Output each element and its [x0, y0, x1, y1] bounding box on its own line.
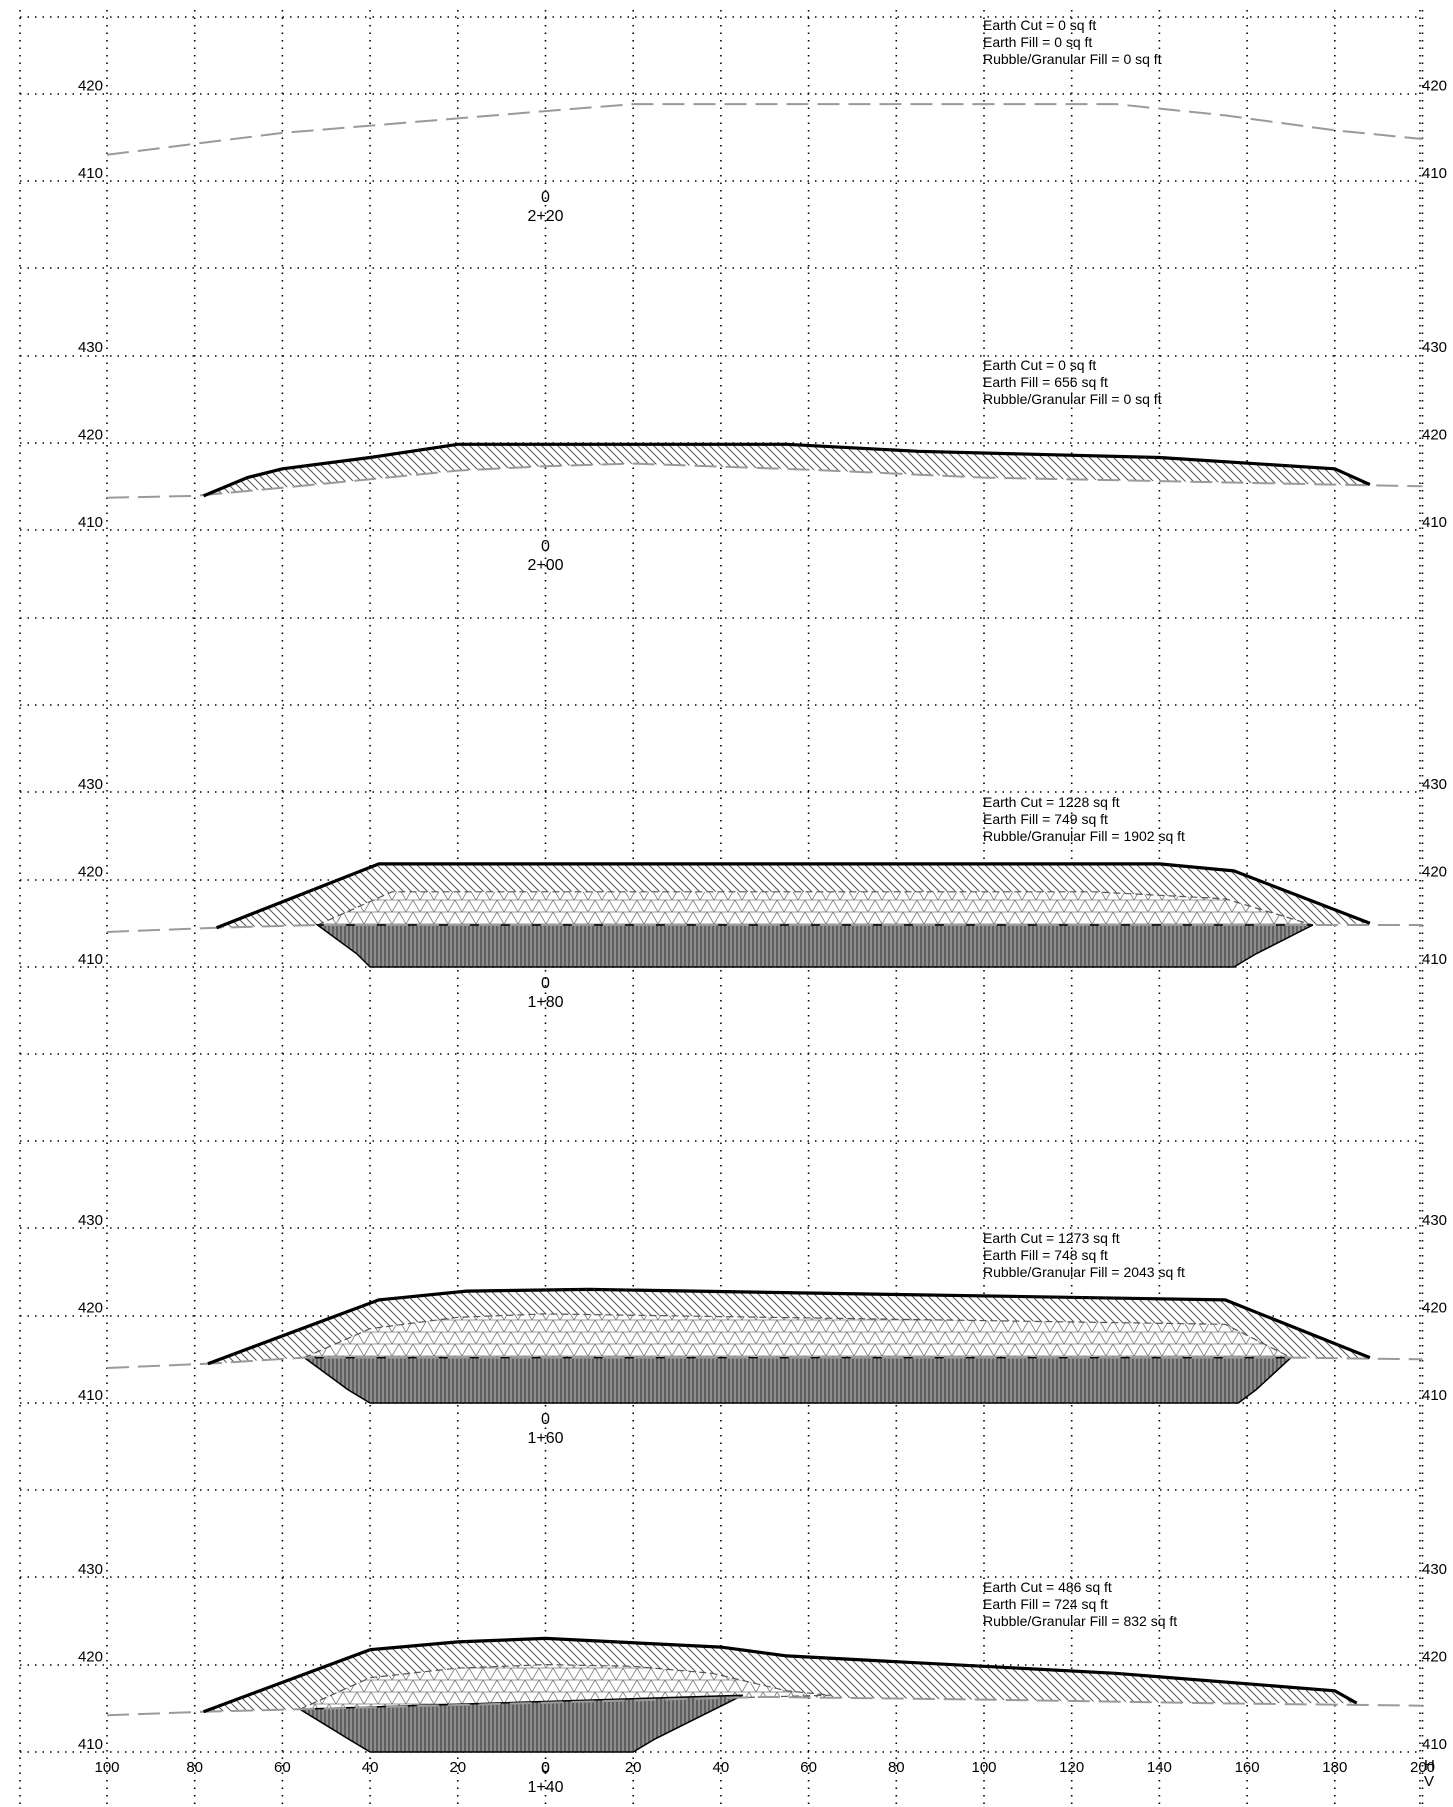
- elevation-label-right: 410: [1422, 1736, 1447, 1753]
- quantity-text: Earth Fill = 748 sq ft: [983, 1247, 1108, 1263]
- elevation-label-left: 420: [78, 1649, 103, 1666]
- offset-tick-label: 140: [1147, 1759, 1172, 1776]
- elevation-label-right: 410: [1422, 165, 1447, 182]
- offset-tick-label: 60: [800, 1759, 817, 1776]
- offset-tick-label: 20: [449, 1759, 466, 1776]
- existing-ground-line: [106, 1356, 1423, 1369]
- offset-tick-label: 200: [1410, 1759, 1435, 1776]
- station-label: 1+80: [527, 994, 563, 1011]
- offset-tick-label: 0: [541, 1759, 549, 1776]
- proposed-surface-line: [207, 1287, 1371, 1366]
- elevation-label-right: 430: [1422, 339, 1447, 356]
- elevation-label-left: 410: [78, 165, 103, 182]
- elevation-label-left: 430: [78, 339, 103, 356]
- elevation-label-right: 410: [1422, 1387, 1447, 1404]
- cross-section-2+00: 430 430 420 420 410 410 0 2+00 Earth Cut = 0 sq …: [78, 339, 1447, 574]
- cross-section-1+60: 430 430 420 420 410 410 0 1+60 Earth Cut = 1273 …: [78, 1212, 1447, 1447]
- quantity-text: Rubble/Granular Fill = 832 sq ft: [983, 1613, 1177, 1629]
- elevation-label-left: 410: [78, 514, 103, 531]
- centerline-label: 0: [541, 538, 550, 555]
- quantity-text: Earth Cut = 0 sq ft: [983, 357, 1096, 373]
- proposed-surface-line: [202, 1636, 1358, 1714]
- quantity-text: Rubble/Granular Fill = 0 sq ft: [983, 51, 1162, 67]
- earth-fill-area: [203, 444, 1370, 496]
- existing-ground-line: [106, 924, 1423, 933]
- centerline-label: 0: [541, 189, 550, 206]
- offset-tick-label: 180: [1322, 1759, 1347, 1776]
- quantity-text: Rubble/Granular Fill = 1902 sq ft: [983, 828, 1185, 844]
- elevation-label-left: 420: [78, 864, 103, 881]
- cross-section-1+40: 430 430 420 420 410 410 0 1+40 Earth Cut = 486 s…: [78, 1561, 1447, 1796]
- offset-tick-label: 120: [1059, 1759, 1084, 1776]
- elevation-label-right: 410: [1422, 951, 1447, 968]
- offset-tick-label: 40: [713, 1759, 730, 1776]
- offset-tick-label: 20: [625, 1759, 642, 1776]
- elevation-label-right: 430: [1422, 776, 1447, 793]
- cross-section-1+80: 430 430 420 420 410 410 0 1+80 Earth Cut = 1228 …: [78, 776, 1447, 1011]
- offset-tick-label: 60: [274, 1759, 291, 1776]
- quantity-text: Earth Fill = 749 sq ft: [983, 811, 1108, 827]
- elevation-label-right: 420: [1422, 78, 1447, 95]
- offset-tick-label: 100: [94, 1759, 119, 1776]
- elevation-label-right: 410: [1422, 514, 1447, 531]
- elevation-label-left: 420: [78, 1300, 103, 1317]
- cross-section-2+20: 420 420 410 410 0 2+20 Earth Cut = 0 sq ftEart…: [78, 17, 1447, 225]
- quantity-text: Earth Cut = 486 sq ft: [983, 1579, 1112, 1595]
- quantity-text: Earth Fill = 0 sq ft: [983, 34, 1092, 50]
- elevation-label-left: 410: [78, 1387, 103, 1404]
- elevation-label-right: 420: [1422, 427, 1447, 444]
- elevation-label-right: 420: [1422, 1649, 1447, 1666]
- earth-cut-area: [315, 924, 1314, 968]
- elevation-label-left: 430: [78, 1212, 103, 1229]
- quantity-text: Earth Cut = 0 sq ft: [983, 17, 1096, 33]
- elevation-label-left: 420: [78, 427, 103, 444]
- station-label: 2+20: [527, 208, 563, 225]
- station-label: 1+40: [527, 1779, 563, 1796]
- proposed-surface-line: [216, 862, 1371, 930]
- quantity-text: Earth Fill = 656 sq ft: [983, 374, 1108, 390]
- offset-tick-label: 80: [888, 1759, 905, 1776]
- offset-tick-label: 40: [362, 1759, 379, 1776]
- elevation-label-right: 430: [1422, 1212, 1447, 1229]
- station-label: 1+60: [527, 1430, 563, 1447]
- quantity-text: Earth Cut = 1228 sq ft: [983, 794, 1120, 810]
- rubble-granular-fill-area: [317, 891, 1314, 926]
- quantity-text: Earth Cut = 1273 sq ft: [983, 1230, 1120, 1246]
- elevation-label-right: 420: [1422, 864, 1447, 881]
- existing-ground-line: [106, 462, 1423, 499]
- existing-ground-line: [106, 103, 1423, 156]
- elevation-label-left: 430: [78, 776, 103, 793]
- centerline-label: 0: [541, 1411, 550, 1428]
- offset-tick-label: 80: [186, 1759, 203, 1776]
- proposed-surface-line: [202, 442, 1371, 498]
- earth-cut-area: [297, 1694, 744, 1753]
- centerline-label: 0: [541, 1760, 550, 1777]
- grid: [19, 10, 1424, 1807]
- elevation-label-left: 430: [78, 1561, 103, 1578]
- offset-tick-label: 100: [971, 1759, 996, 1776]
- elevation-label-right: 430: [1422, 1561, 1447, 1578]
- elevation-label-left: 420: [78, 78, 103, 95]
- quantity-text: Rubble/Granular Fill = 2043 sq ft: [983, 1264, 1185, 1280]
- quantity-text: Earth Fill = 724 sq ft: [983, 1596, 1108, 1612]
- elevation-label-right: 420: [1422, 1300, 1447, 1317]
- offset-tick-label: 160: [1235, 1759, 1260, 1776]
- earth-cut-area: [302, 1356, 1293, 1404]
- quantity-text: Rubble/Granular Fill = 0 sq ft: [983, 391, 1162, 407]
- elevation-label-left: 410: [78, 1736, 103, 1753]
- elevation-label-left: 410: [78, 951, 103, 968]
- centerline-label: 0: [541, 975, 550, 992]
- station-label: 2+00: [527, 557, 563, 574]
